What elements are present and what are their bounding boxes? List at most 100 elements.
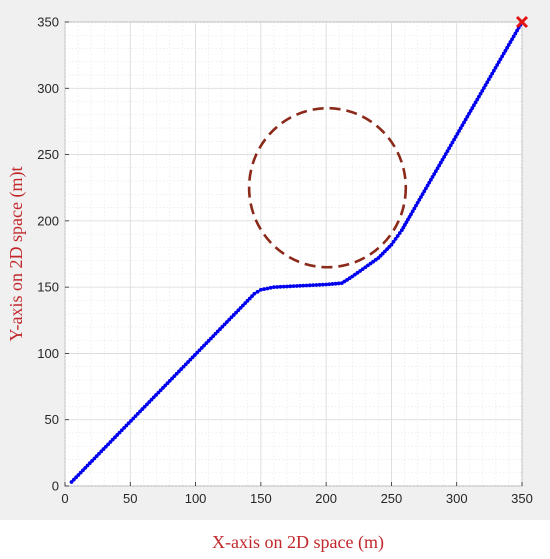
path-point [496,60,501,65]
path-point [234,310,238,315]
path-point [460,123,465,128]
path-point [490,71,495,76]
path-point [395,234,400,238]
path-point [218,327,222,331]
path-point [433,169,438,174]
path-point [448,143,453,148]
x-tick-label: 300 [446,491,468,506]
path-point [110,437,115,442]
plot-area [64,21,523,487]
y-tick-label: 0 [52,479,59,494]
path-point [124,423,129,428]
path-point [457,129,461,133]
path-point [183,362,188,367]
path-point [222,322,227,327]
path-point [220,324,225,329]
path-point [131,416,136,421]
path-point [163,383,168,388]
x-ticks: 0 50 100 150 200 250 300 350 [61,482,533,506]
path-point [324,282,329,287]
path-point [495,63,500,67]
path-point [241,303,245,308]
y-tick-label: 150 [37,280,59,295]
path-point [151,395,156,400]
path-point [97,451,101,456]
path-point [154,393,158,397]
y-tick-label: 250 [37,147,59,162]
path-point [227,317,232,322]
x-tick-label: 100 [185,491,207,506]
y-tick-label: 50 [45,412,59,427]
path-point [307,283,312,288]
path-point [425,183,430,188]
path-point [90,458,94,463]
path-point [498,57,503,62]
path-point [412,206,417,211]
path-point [478,91,483,96]
path-point [458,126,463,131]
y-tick-label: 100 [37,346,59,361]
path-point [513,31,518,36]
path-point [106,442,110,447]
y-axis-title: Y-axis on 2D space (m)t [6,167,27,342]
y-tick-label: 200 [37,213,59,228]
path-point [101,447,106,451]
path-point [483,83,488,88]
path-point [455,131,460,136]
path-point [140,407,145,411]
path-point [391,239,396,244]
path-point [491,68,496,73]
path-point [435,166,440,171]
path-point [281,284,286,289]
path-point [453,134,458,139]
path-point [447,146,452,151]
goal-marker [515,15,529,29]
path-point [470,106,475,110]
path-point [410,209,415,214]
path-point [156,390,161,395]
path-point [85,463,90,468]
path-point [397,231,402,235]
path-point [294,284,299,288]
path-point [170,376,174,381]
path-point [87,461,92,466]
path-point [103,444,108,449]
path-point [199,345,204,350]
goal-layer [515,15,529,29]
path-point [510,37,514,42]
path-point [165,381,170,386]
path-point [122,426,126,430]
path-point [465,114,470,119]
path-point [333,281,338,286]
path-point [268,285,273,290]
path-point [94,454,99,459]
path-point [278,284,283,289]
path-point [211,334,216,339]
path-point [511,34,516,39]
path-point [445,149,450,154]
path-point [428,177,433,182]
path-point [186,360,190,364]
path-point [206,338,211,343]
path-point [450,140,455,145]
y-tick-label: 350 [37,15,59,30]
path-point [247,296,252,301]
path-point [473,100,478,105]
path-point [327,282,332,287]
path-point [480,88,485,93]
path-point [117,430,122,435]
path-point [427,180,432,185]
path-point [485,80,490,85]
path-point [468,109,473,113]
path-point [336,281,341,286]
x-tick-label: 350 [511,491,533,506]
path-point [415,200,420,205]
path-point [202,343,206,348]
y-ticks: 0 50 100 150 200 250 300 350 [37,15,69,494]
path-point [113,435,117,440]
path-point [437,163,442,168]
path-point [197,348,202,353]
path-point [265,286,270,291]
path-point [243,301,248,306]
path-point [258,287,263,292]
